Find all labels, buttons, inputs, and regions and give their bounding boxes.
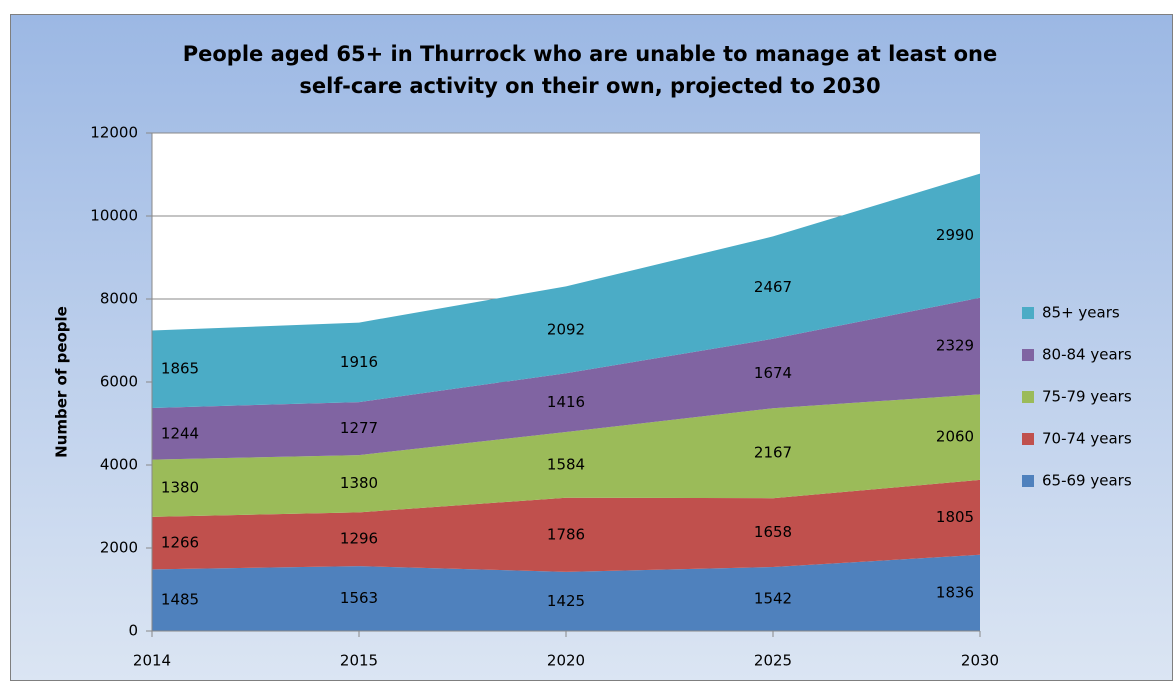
x-tick-label: 2015 <box>340 652 378 670</box>
data-label: 1542 <box>754 590 792 608</box>
data-label: 2990 <box>936 226 974 244</box>
data-label: 1836 <box>936 583 974 601</box>
y-tick-label: 8000 <box>100 290 138 308</box>
data-label: 1674 <box>754 364 792 382</box>
data-label: 2329 <box>936 337 974 355</box>
area <box>152 173 980 408</box>
data-label: 1244 <box>161 424 199 442</box>
legend-swatch <box>1022 391 1034 403</box>
area <box>152 394 980 517</box>
data-label: 1266 <box>161 534 199 552</box>
y-tick-label: 6000 <box>100 373 138 391</box>
x-tick-label: 2020 <box>547 652 585 670</box>
legend-swatch <box>1022 433 1034 445</box>
y-tick-label: 4000 <box>100 456 138 474</box>
area <box>152 479 980 572</box>
y-tick-label: 2000 <box>100 539 138 557</box>
data-label: 1865 <box>161 360 199 378</box>
data-label: 1786 <box>547 525 585 543</box>
data-label: 2167 <box>754 444 792 462</box>
data-label: 1380 <box>161 479 199 497</box>
y-tick-label: 10000 <box>90 207 138 225</box>
legend-swatch <box>1022 349 1034 361</box>
data-label: 2092 <box>547 320 585 338</box>
data-label: 1563 <box>340 589 378 607</box>
data-label: 1485 <box>161 591 199 609</box>
data-label: 1296 <box>340 530 378 548</box>
legend-label: 75-79 years <box>1042 388 1132 406</box>
data-label: 1277 <box>340 419 378 437</box>
data-label: 2060 <box>936 428 974 446</box>
legend-label: 65-69 years <box>1042 472 1132 490</box>
x-tick-label: 2030 <box>961 652 999 670</box>
area <box>152 297 980 460</box>
legend-label: 85+ years <box>1042 304 1120 322</box>
data-label: 1416 <box>547 393 585 411</box>
x-tick-label: 2014 <box>133 652 171 670</box>
data-label: 1916 <box>340 353 378 371</box>
legend-swatch <box>1022 307 1034 319</box>
y-axis-label: Number of people <box>53 306 71 458</box>
data-label: 1380 <box>340 474 378 492</box>
data-label: 1658 <box>754 523 792 541</box>
data-label: 1805 <box>936 508 974 526</box>
data-label: 1425 <box>547 592 585 610</box>
legend-label: 80-84 years <box>1042 346 1132 364</box>
data-label: 2467 <box>754 278 792 296</box>
legend-swatch <box>1022 475 1034 487</box>
data-label: 1584 <box>547 455 585 473</box>
y-tick-label: 12000 <box>90 124 138 142</box>
y-tick-label: 0 <box>128 622 138 640</box>
chart-title: People aged 65+ in Thurrock who are unab… <box>182 42 998 98</box>
legend-label: 70-74 years <box>1042 430 1132 448</box>
x-tick-label: 2025 <box>754 652 792 670</box>
area <box>152 554 980 631</box>
